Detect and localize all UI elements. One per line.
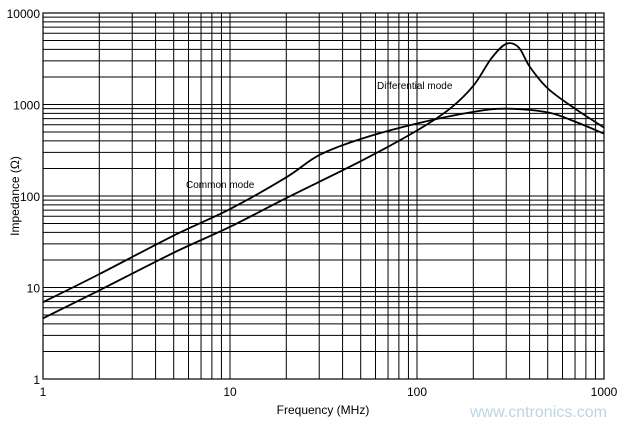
x-tick-label: 10 xyxy=(223,385,237,399)
x-tick-label: 1 xyxy=(40,385,47,399)
y-tick-label: 1 xyxy=(33,373,40,387)
curves xyxy=(42,42,605,320)
y-tick-label: 10 xyxy=(27,282,41,296)
x-tick-label: 100 xyxy=(407,385,427,399)
x-axis-title: Frequency (MHz) xyxy=(277,403,370,417)
plot-frame xyxy=(42,12,605,380)
y-tick-label: 100 xyxy=(20,190,40,204)
tick-labels: 1 10 100 1000 1 10 100 1000 10000 xyxy=(7,7,618,399)
x-tick-label: 1000 xyxy=(591,385,618,399)
y-tick-label: 10000 xyxy=(7,7,41,21)
y-axis-title: Impedance (Ω) xyxy=(8,156,22,236)
series-line-common-mode xyxy=(42,107,605,304)
grid xyxy=(42,12,605,380)
series-line-differential-mode xyxy=(42,42,605,320)
watermark: www.cntronics.com xyxy=(469,404,607,421)
series-label-common: Common mode xyxy=(186,180,255,191)
series-label-differential: Differential mode xyxy=(377,81,453,92)
y-tick-label: 1000 xyxy=(13,99,40,113)
